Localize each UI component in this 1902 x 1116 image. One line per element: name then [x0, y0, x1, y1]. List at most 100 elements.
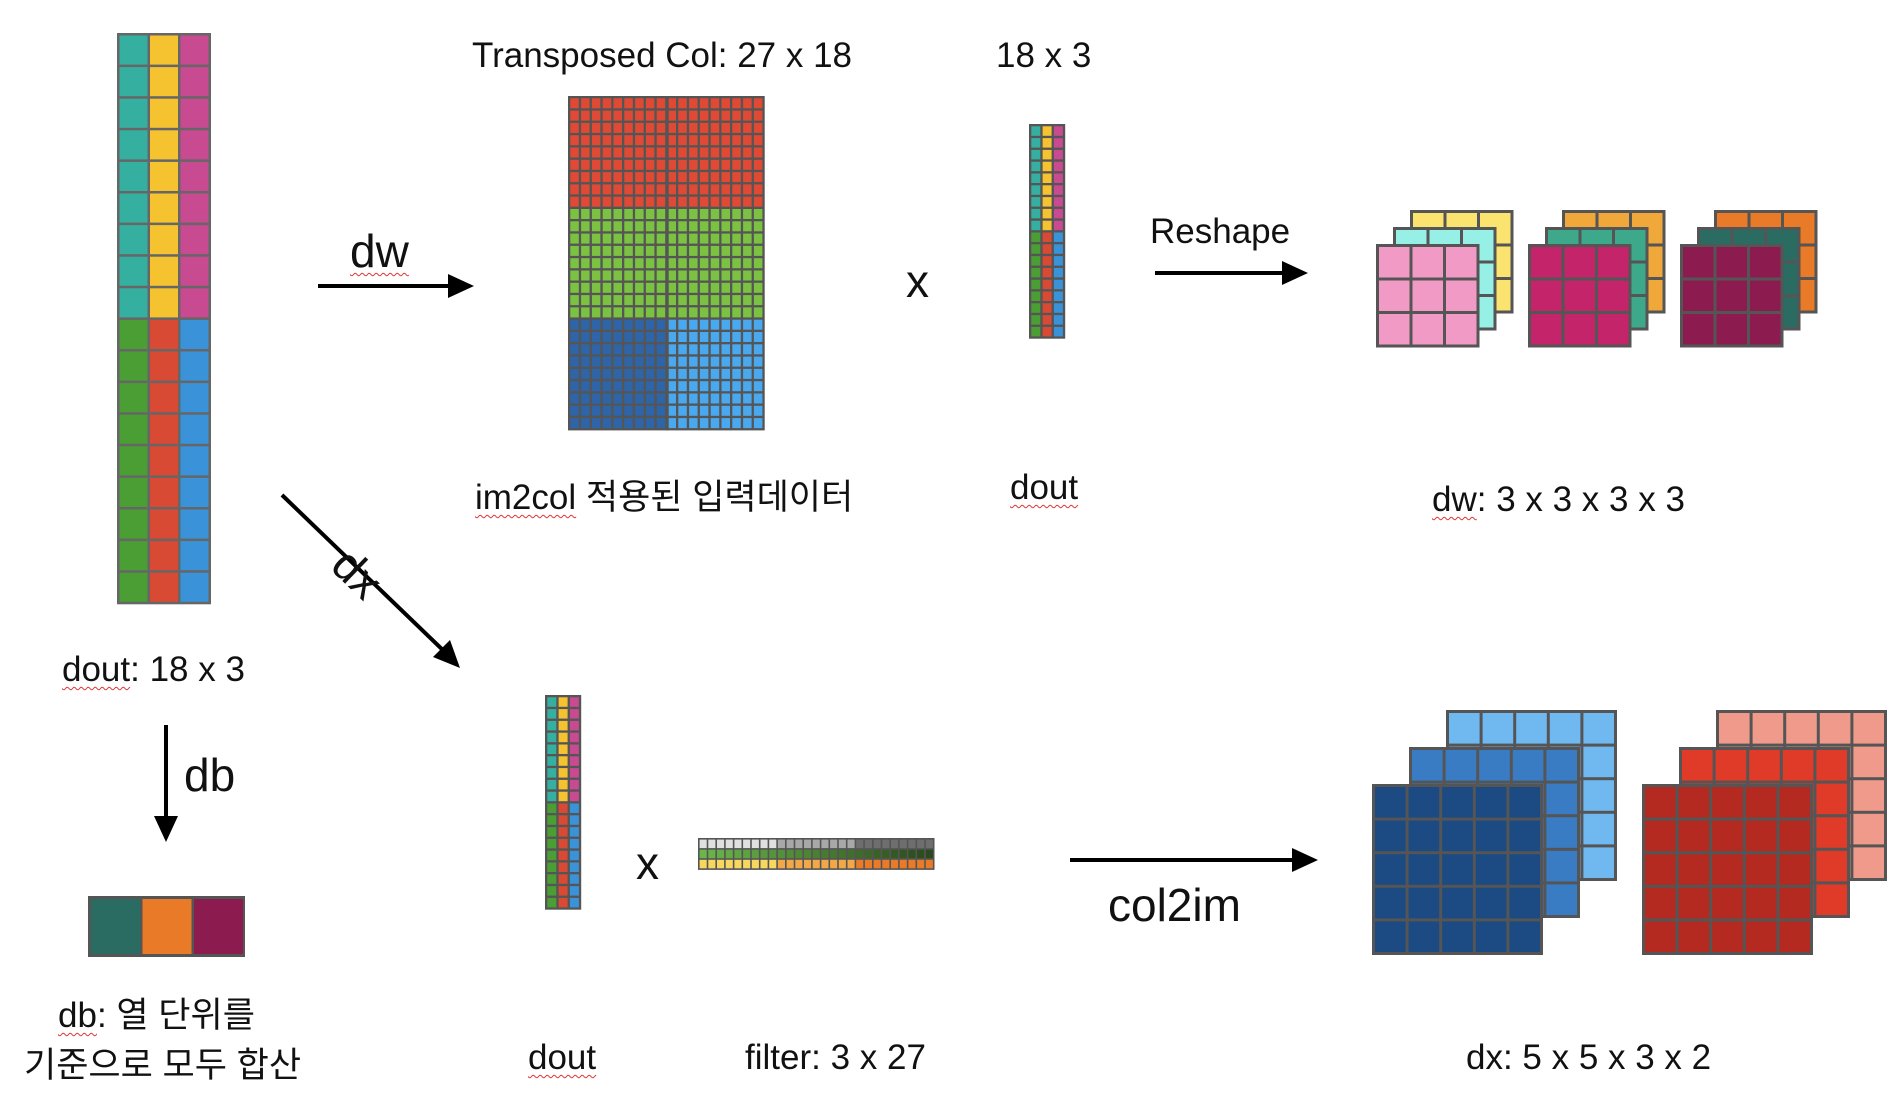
col-cell [710, 233, 720, 244]
dx-sample-2-cell [1745, 787, 1777, 818]
col-cell [732, 110, 741, 121]
col-cell [743, 368, 752, 379]
col-cell [602, 245, 612, 256]
filter-cell [708, 859, 716, 869]
filter-cell [891, 859, 899, 869]
col-cell [743, 245, 752, 256]
col-cell [591, 356, 601, 367]
dout-cell [180, 130, 209, 160]
dw-filter-2-cell [1564, 280, 1595, 311]
filter-cell [804, 859, 812, 869]
col-cell [721, 172, 730, 183]
dout-small-cell [1031, 303, 1041, 313]
dout-small-cell [558, 886, 568, 896]
dout-cell [180, 383, 209, 413]
dx-sample-1-cell [1482, 713, 1514, 744]
filter-cell [795, 859, 803, 869]
dout-small-cell [1042, 315, 1052, 325]
dw-filter-2-cell [1598, 247, 1629, 278]
dout-small-cell [547, 838, 557, 849]
col-cell [591, 368, 601, 379]
dw-arrow-label: dw [350, 228, 409, 274]
dout-shape-label: 18 x 3 [996, 36, 1092, 75]
filter-cell [838, 849, 846, 859]
dout-small-cell-frame [1029, 124, 1066, 339]
dw-filter-1-cell [1412, 280, 1443, 311]
col-cell [699, 393, 709, 404]
dx-sample-2-cell [1645, 921, 1676, 952]
dx-sample-2-cell [1745, 887, 1777, 919]
filter-cell [838, 839, 846, 849]
filter-cell [743, 859, 751, 869]
col-cell [710, 110, 720, 121]
col-cell [613, 393, 622, 404]
dw-filter-3-cell [1716, 314, 1747, 345]
col-cell [743, 184, 752, 195]
col-cell [602, 159, 612, 170]
dx-sample-2-cell [1853, 713, 1884, 744]
dout-small-cell [1031, 138, 1041, 148]
dout-small-cell [558, 709, 568, 719]
dout-small-cell [558, 744, 568, 754]
col-cell [753, 122, 763, 133]
col-cell [743, 122, 752, 133]
col-cell [678, 393, 687, 404]
filter-cell [821, 849, 829, 859]
col-cell [689, 418, 698, 429]
col-cell [732, 233, 741, 244]
col-cell [624, 270, 633, 281]
col-cell [570, 368, 579, 379]
dout-small-cell [1042, 256, 1052, 266]
col-cell [656, 270, 666, 281]
col-cell [602, 381, 612, 392]
dw-filter-1-cell [1379, 247, 1410, 278]
col-cell [743, 405, 752, 416]
col-cell [699, 344, 709, 355]
col-cell [656, 98, 666, 109]
dout-small-cell [558, 897, 568, 908]
dout-small-cell [558, 697, 568, 707]
filter-cell [760, 849, 768, 859]
col-cell [732, 122, 741, 133]
dout-small-cell [569, 732, 579, 743]
col-cell [645, 344, 655, 355]
col2im-label: col2im [1108, 879, 1241, 931]
col-cell [613, 135, 622, 146]
col-cell [635, 319, 644, 330]
dout-cell [119, 256, 148, 286]
col-cell [753, 393, 763, 404]
col-cell [743, 233, 752, 244]
col-cell [689, 233, 698, 244]
dw-filter-1 [1376, 210, 1514, 348]
col-cell [635, 295, 644, 306]
dout-small-cell [558, 838, 568, 849]
col-cell [753, 233, 763, 244]
filter-cell [699, 849, 707, 859]
dout-small-cell [547, 720, 557, 731]
dout-cell [150, 541, 178, 571]
col-cell [689, 258, 698, 269]
col-cell [645, 307, 655, 318]
dout-small-cell [569, 791, 579, 802]
col-cell [570, 147, 579, 158]
dout-small-cell [1031, 220, 1041, 231]
col-cell [667, 196, 676, 207]
dx-sample-1-cell [1475, 887, 1507, 919]
dout-cell [150, 288, 178, 318]
dw-filter-2-cell [1531, 280, 1562, 311]
dw-result-label: dw: 3 x 3 x 3 x 3 [1432, 482, 1685, 517]
col-cell [613, 332, 622, 342]
col-cell [732, 245, 741, 256]
dx-sample-2-cell [1678, 887, 1710, 919]
col-cell [581, 135, 590, 146]
col-cell [656, 282, 666, 293]
db-cell [142, 899, 192, 954]
col-cell [570, 258, 579, 269]
dout-small-cell [1053, 138, 1063, 148]
col-cell [732, 332, 741, 342]
col-cell [591, 184, 601, 195]
col-cell [570, 418, 579, 429]
col-cell [591, 110, 601, 121]
col-cell [570, 405, 579, 416]
filter-cell [708, 839, 716, 849]
